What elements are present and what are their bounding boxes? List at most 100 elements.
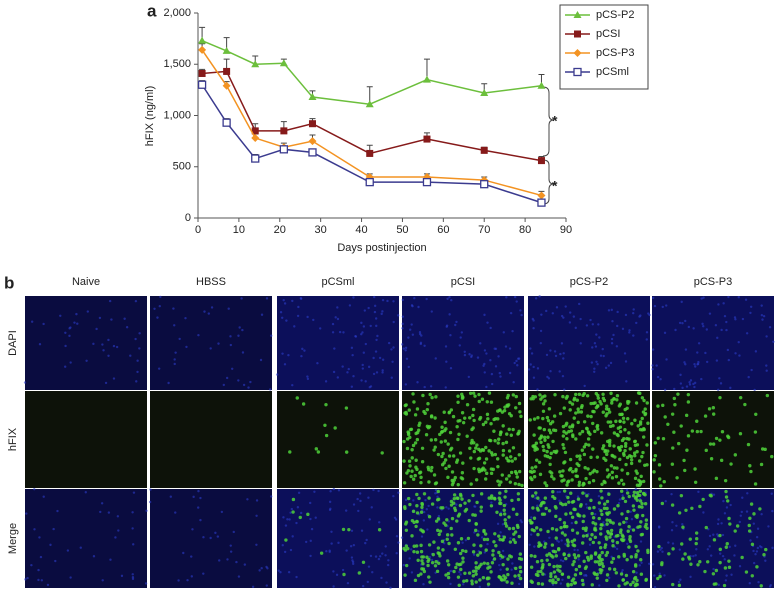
nucleus <box>621 494 624 497</box>
hfix-cell <box>421 561 425 566</box>
hfix-cell <box>747 529 752 533</box>
hfix-cell <box>295 396 299 400</box>
nucleus <box>712 533 715 536</box>
nucleus <box>304 540 308 544</box>
hfix-cell <box>510 498 514 503</box>
hfix-cell <box>639 533 644 537</box>
hfix-cell <box>489 422 493 426</box>
nucleus <box>402 563 406 567</box>
hfix-cell <box>459 537 464 541</box>
nucleus <box>293 325 296 328</box>
nucleus <box>330 542 333 545</box>
nucleus <box>306 375 309 378</box>
hfix-cell <box>460 396 465 400</box>
hfix-cell <box>680 542 684 546</box>
nucleus <box>107 354 110 357</box>
nucleus <box>513 295 517 299</box>
nucleus <box>310 527 314 531</box>
hfix-cell <box>622 420 626 424</box>
nucleus <box>342 331 345 334</box>
nucleus <box>756 546 760 550</box>
hfix-cell <box>752 512 756 516</box>
marker <box>223 67 231 75</box>
hfix-cell <box>498 432 503 437</box>
nucleus <box>754 350 758 353</box>
hfix-cell <box>625 558 629 562</box>
hfix-cell <box>415 430 420 435</box>
nucleus <box>630 517 634 521</box>
nucleus <box>265 565 268 569</box>
hfix-cell <box>471 391 476 395</box>
hfix-cell <box>537 460 542 464</box>
nucleus <box>222 383 226 387</box>
hfix-cell <box>639 520 643 524</box>
hfix-cell <box>632 508 636 512</box>
hfix-cell <box>695 537 699 541</box>
nucleus <box>722 302 725 305</box>
hfix-cell <box>726 499 730 503</box>
hfix-cell <box>344 450 349 454</box>
nucleus <box>191 528 194 531</box>
legend-label: pCS-P2 <box>596 9 635 21</box>
hfix-cell <box>416 558 420 562</box>
hfix-cell <box>535 559 540 564</box>
hfix-cell <box>619 537 624 542</box>
nucleus <box>714 324 718 327</box>
hfix-cell <box>533 465 538 469</box>
hfix-cell <box>602 398 607 403</box>
nucleus <box>367 496 370 499</box>
nucleus <box>378 521 381 524</box>
hfix-cell <box>406 431 411 435</box>
hfix-cell <box>432 448 436 452</box>
nucleus <box>534 496 537 500</box>
hfix-cell <box>718 560 722 565</box>
nucleus <box>498 371 501 375</box>
hfix-cell <box>703 414 708 418</box>
hfix-cell <box>675 476 679 480</box>
hfix-cell <box>380 451 384 455</box>
hfix-cell <box>434 519 439 523</box>
hfix-cell <box>501 538 505 542</box>
nucleus <box>309 539 312 543</box>
hfix-cell <box>708 493 712 497</box>
hfix-cell <box>723 566 728 570</box>
hfix-cell <box>603 545 607 549</box>
hfix-cell <box>609 391 613 396</box>
hfix-cell <box>493 532 497 536</box>
nucleus <box>767 525 770 528</box>
nucleus <box>132 491 136 494</box>
hfix-cell <box>488 438 493 443</box>
hfix-cell <box>558 411 563 416</box>
hfix-cell <box>314 447 319 451</box>
hfix-cell <box>595 576 600 580</box>
hfix-cell <box>471 569 476 573</box>
hfix-cell <box>580 541 585 545</box>
hfix-cell <box>601 446 605 451</box>
nucleus <box>134 299 138 303</box>
nucleus <box>632 308 635 311</box>
nucleus <box>25 512 28 515</box>
hfix-cell <box>599 509 603 513</box>
marker <box>279 145 289 154</box>
hfix-cell <box>532 475 537 479</box>
hfix-cell <box>714 568 719 573</box>
hfix-cell <box>479 544 483 548</box>
nucleus <box>596 363 599 366</box>
hfix-cell <box>450 482 455 487</box>
hfix-cell <box>622 520 626 524</box>
nucleus <box>640 561 643 564</box>
hfix-cell <box>748 464 752 468</box>
nucleus <box>412 499 415 502</box>
nucleus <box>341 365 344 368</box>
hfix-cell <box>502 508 506 512</box>
nucleus <box>591 346 594 349</box>
hfix-cell <box>484 457 489 461</box>
nucleus <box>75 312 78 316</box>
hfix-cell <box>538 472 543 477</box>
nucleus <box>607 576 611 580</box>
hfix-cell <box>414 544 419 548</box>
hfix-cell <box>500 473 504 477</box>
nucleus <box>131 573 134 576</box>
hfix-cell <box>643 502 648 506</box>
hfix-cell <box>434 395 438 399</box>
